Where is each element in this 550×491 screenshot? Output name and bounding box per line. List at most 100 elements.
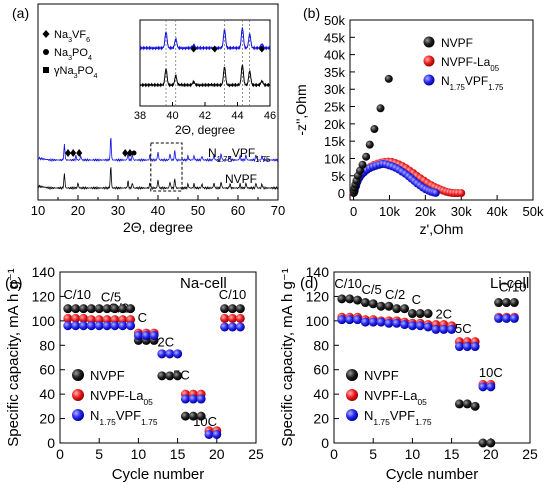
b-point-0: [376, 104, 385, 113]
c-x-axis-label: Cycle number: [112, 466, 205, 483]
a-curve-label-nvpf: NVPF: [225, 172, 257, 186]
c-point-2: [126, 321, 136, 331]
c-point-2: [173, 349, 183, 359]
c-rate-label: C/10: [64, 287, 91, 302]
c-axes-frame: [59, 271, 257, 444]
c-point-0: [102, 304, 112, 314]
c-y-tick-label: 60: [39, 362, 55, 378]
d-axes-frame: [333, 271, 531, 444]
d-point-0: [345, 294, 355, 304]
d-rate-label: C/5: [362, 282, 382, 297]
a-inset-line-n175: [139, 27, 271, 51]
a-series-line-n175: [37, 137, 279, 163]
d-point-0: [392, 304, 402, 314]
a-x-tick-label: 20: [71, 203, 85, 218]
c-legend-marker: [72, 409, 84, 421]
c-legend-marker: [72, 389, 84, 401]
c-point-0: [63, 304, 73, 314]
d-point-0: [368, 299, 378, 309]
c-point-2: [235, 322, 245, 332]
d-point-2: [337, 315, 347, 325]
b-legend-marker: [423, 36, 435, 48]
c-y-tick-label: 20: [39, 411, 55, 427]
a-circle-marker: [131, 150, 137, 156]
c-y-axis-label: Specific capacity, mA h g⁻¹: [5, 268, 22, 447]
d-point-0: [478, 438, 488, 448]
c-point-2: [118, 321, 128, 331]
c-point-0: [220, 304, 230, 314]
d-point-0: [407, 309, 417, 319]
d-legend-marker: [346, 369, 358, 381]
d-point-2: [360, 317, 370, 327]
d-y-tick-label: 120: [306, 288, 330, 304]
d-point-2: [368, 317, 378, 327]
c-point-0: [126, 304, 136, 314]
c-point-1: [227, 313, 237, 323]
b-point-0: [384, 74, 393, 83]
panel-b: 0 10k 20k 30k 40k 50k 0 5k 10k 15k 20k 25k 30k 35k 40k…: [293, 5, 544, 237]
a-curve-label-n175: N1.75VPF1.75: [208, 146, 271, 164]
a-legend-marker: [43, 49, 49, 55]
c-point-1: [63, 313, 73, 323]
a-inset-x-tick-label: 40: [166, 110, 178, 122]
d-legend-marker: [346, 389, 358, 401]
d-point-0: [353, 295, 363, 305]
c-x-tick-label: 5: [95, 446, 103, 462]
c-point-2: [110, 321, 120, 331]
b-x-axis-label: z',Ohm: [420, 221, 464, 237]
d-point-0: [384, 301, 394, 311]
c-point-2: [102, 321, 112, 331]
a-x-tick-label: 10: [31, 203, 45, 218]
d-point-2: [454, 342, 464, 352]
c-corner-label: Na-cell: [180, 275, 227, 292]
d-point-2: [494, 313, 504, 323]
c-point-1: [235, 313, 245, 323]
a-legend-marker: [43, 67, 49, 73]
d-point-0: [494, 298, 504, 308]
panel-c: 0 5 10 15 20 25 0 20 40 60 80 100 120 140 Cycle number…: [5, 264, 264, 483]
d-point-2: [439, 324, 449, 334]
d-y-tick-label: 40: [313, 386, 329, 402]
c-point-2: [71, 321, 81, 331]
d-point-0: [454, 399, 464, 409]
c-point-1: [220, 313, 230, 323]
b-y-tick-label: 50k: [324, 13, 345, 28]
b-legend-label: NVPF-La05: [441, 55, 500, 73]
d-point-0: [376, 301, 386, 311]
a-inset-frame: [139, 19, 271, 107]
d-point-2: [415, 321, 425, 331]
d-legend-label: N1.75VPF1.75: [364, 408, 432, 427]
b-x-tick-label: 50k: [523, 204, 544, 219]
a-x-tick-label: 40: [151, 203, 165, 218]
b-y-axis-label: -z'',Ohm: [293, 84, 309, 135]
d-point-0: [360, 298, 370, 308]
d-point-0: [470, 401, 480, 411]
c-y-tick-label: 40: [39, 386, 55, 402]
d-rate-label: 5C: [455, 321, 472, 336]
b-point-0: [370, 125, 379, 134]
d-y-tick-label: 100: [306, 313, 330, 329]
c-point-0: [110, 304, 120, 314]
c-point-0: [157, 371, 167, 381]
c-point-2: [94, 321, 104, 331]
d-point-2: [400, 320, 410, 330]
d-point-2: [345, 315, 355, 325]
a-legend-label: Na3PO4: [54, 47, 92, 62]
d-x-tick-label: 25: [522, 446, 538, 462]
a-x-tick-label: 70: [271, 203, 285, 218]
b-y-tick-label: 35k: [324, 65, 345, 80]
c-point-0: [173, 371, 183, 381]
b-panel-label: (b): [303, 5, 320, 21]
c-point-0: [188, 411, 198, 421]
a-diamond-marker: [65, 149, 71, 157]
d-rate-label: 2C: [435, 306, 452, 321]
b-point-0: [362, 152, 371, 161]
d-point-2: [447, 324, 457, 334]
b-y-tick-label: 10k: [324, 151, 345, 166]
d-y-tick-label: 140: [306, 264, 330, 280]
a-inset-x-tick-label: 38: [134, 110, 146, 122]
d-point-0: [400, 304, 410, 314]
c-point-0: [165, 371, 175, 381]
a-x-axis-label: 2Θ, degree: [123, 219, 193, 235]
